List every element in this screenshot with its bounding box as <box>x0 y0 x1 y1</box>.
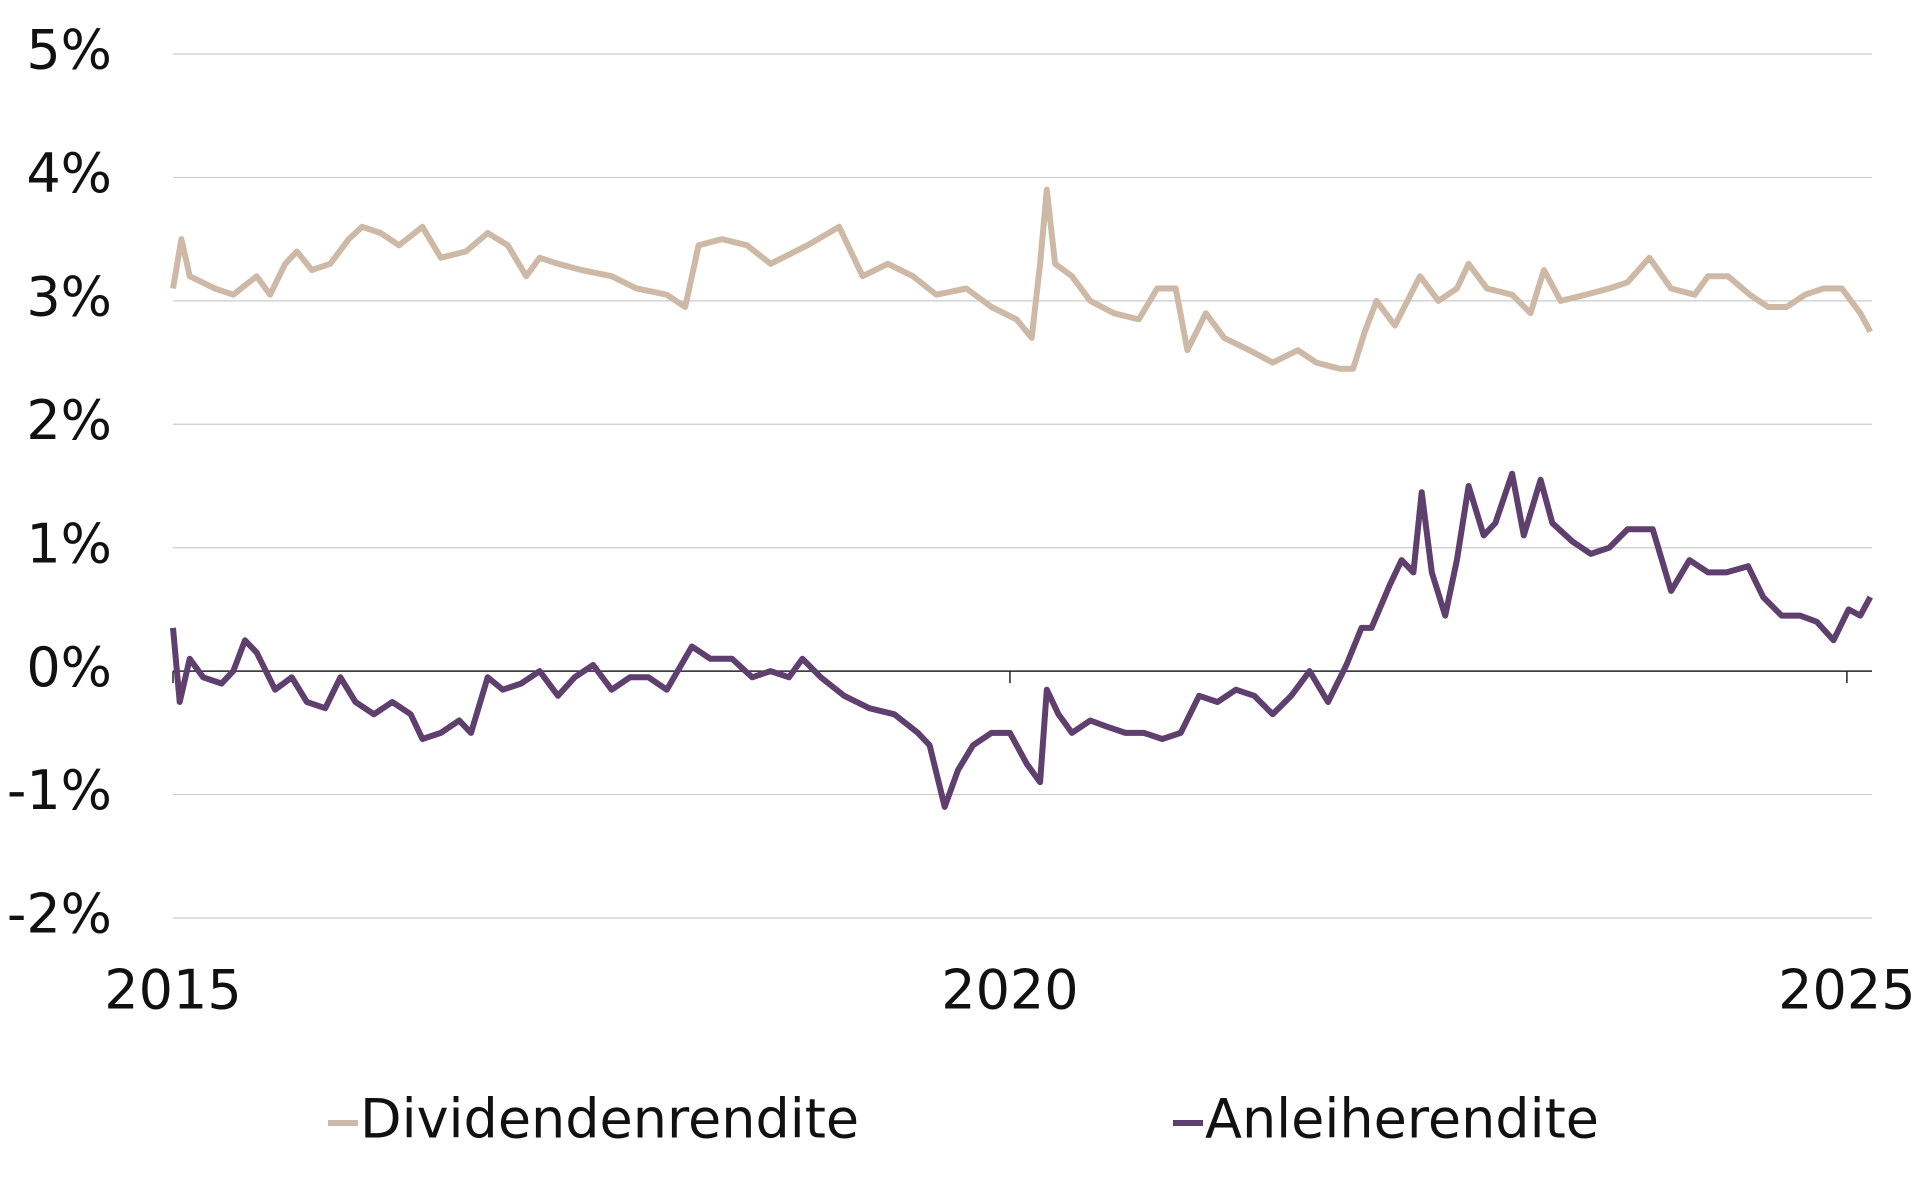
y-tick-label: -1% <box>7 759 112 822</box>
y-tick-label: 2% <box>26 389 112 452</box>
y-tick-label: 4% <box>26 142 112 205</box>
x-tick-label: 2025 <box>1778 959 1915 1022</box>
y-tick-label: 0% <box>26 636 112 699</box>
series-line <box>170 186 1873 372</box>
legend-label: Anleiherendite <box>1205 1088 1599 1151</box>
x-tick-label: 2015 <box>104 959 241 1022</box>
x-tick-label: 2020 <box>941 959 1078 1022</box>
y-tick-label: 5% <box>26 19 112 82</box>
y-tick-label: 1% <box>26 512 112 575</box>
series-line <box>170 470 1873 810</box>
legend-label: Dividendenrendite <box>360 1088 859 1151</box>
y-tick-label: 3% <box>26 265 112 328</box>
y-tick-label: -2% <box>7 883 112 946</box>
